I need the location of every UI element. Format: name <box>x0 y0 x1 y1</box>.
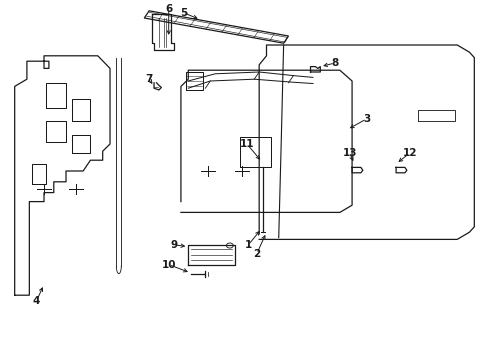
Text: 9: 9 <box>170 240 177 250</box>
Text: 5: 5 <box>180 8 186 18</box>
Text: 10: 10 <box>161 260 176 270</box>
Polygon shape <box>144 11 288 43</box>
Text: 12: 12 <box>402 148 416 158</box>
Text: 13: 13 <box>342 148 356 158</box>
Text: 7: 7 <box>145 74 153 84</box>
Text: 4: 4 <box>33 296 41 306</box>
Text: 8: 8 <box>331 58 338 68</box>
Circle shape <box>226 243 233 248</box>
Text: 2: 2 <box>253 249 260 259</box>
Text: 1: 1 <box>244 240 251 250</box>
Text: 6: 6 <box>165 4 172 14</box>
Text: 11: 11 <box>239 139 254 149</box>
Text: 3: 3 <box>363 114 369 124</box>
